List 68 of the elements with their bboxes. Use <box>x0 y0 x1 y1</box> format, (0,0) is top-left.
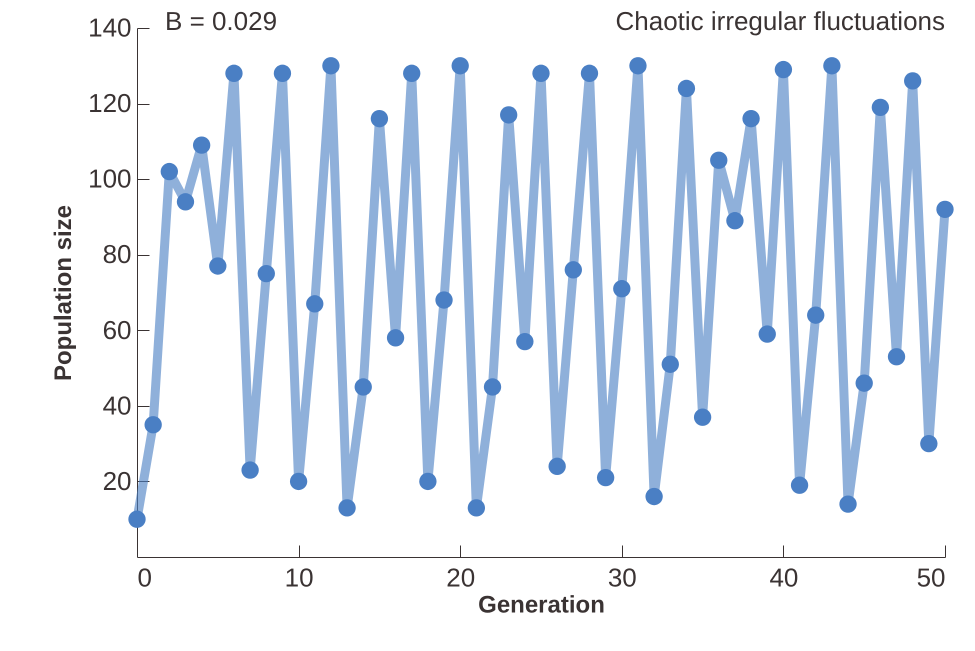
x-tick-label: 10 <box>284 562 314 592</box>
y-tick-label: 60 <box>102 314 132 345</box>
point <box>306 295 324 312</box>
point <box>613 280 630 298</box>
y-tick-label: 140 <box>88 12 132 42</box>
point <box>548 458 566 475</box>
point <box>386 329 404 346</box>
x-tick-label: 40 <box>769 562 798 592</box>
point <box>580 64 598 82</box>
y-tick-label: 100 <box>88 164 132 194</box>
point <box>452 57 469 74</box>
point <box>532 64 550 82</box>
point <box>419 472 437 490</box>
x-tick-label: 0 <box>138 562 152 592</box>
point <box>758 325 776 343</box>
point <box>694 408 712 426</box>
point <box>435 291 453 309</box>
point <box>354 378 372 396</box>
point <box>856 374 873 392</box>
point <box>839 495 857 513</box>
point <box>823 57 841 74</box>
point <box>872 98 890 116</box>
point <box>742 110 760 128</box>
point <box>790 476 808 494</box>
point <box>160 162 178 180</box>
point <box>500 106 518 124</box>
point <box>144 416 162 434</box>
point <box>241 461 259 479</box>
point <box>564 261 582 278</box>
y-axis-title: Population size <box>50 204 78 382</box>
x-tick-label: 30 <box>608 562 637 592</box>
annotation: B = 0.029 <box>165 6 278 36</box>
y-tick-label: 20 <box>102 466 132 496</box>
point <box>468 499 486 517</box>
point <box>596 469 614 486</box>
point <box>662 356 679 373</box>
point <box>338 499 356 517</box>
point <box>258 264 275 282</box>
point <box>726 212 744 230</box>
point <box>710 152 728 169</box>
point <box>774 60 792 78</box>
point <box>678 80 696 98</box>
y-tick-label: 40 <box>102 390 132 420</box>
point <box>274 64 292 82</box>
point <box>645 488 663 506</box>
x-tick-label: 50 <box>916 562 946 592</box>
point <box>322 57 340 74</box>
point <box>484 378 502 396</box>
point <box>192 136 210 154</box>
point <box>225 64 243 82</box>
point <box>176 193 194 210</box>
point <box>128 510 146 528</box>
point <box>920 435 938 452</box>
point <box>403 64 420 82</box>
point <box>516 332 534 350</box>
point <box>888 348 906 366</box>
annotation: Chaotic irregular fluctuations <box>616 6 945 36</box>
point <box>936 200 954 218</box>
x-tick-label: 20 <box>446 562 476 592</box>
y-tick-label: 120 <box>88 88 132 118</box>
point <box>904 72 922 90</box>
x-axis-title: Generation <box>478 592 605 618</box>
point <box>209 257 226 275</box>
point <box>629 57 647 74</box>
point <box>807 306 824 324</box>
point <box>370 110 388 128</box>
y-tick-label: 80 <box>102 239 132 270</box>
point <box>290 472 308 490</box>
